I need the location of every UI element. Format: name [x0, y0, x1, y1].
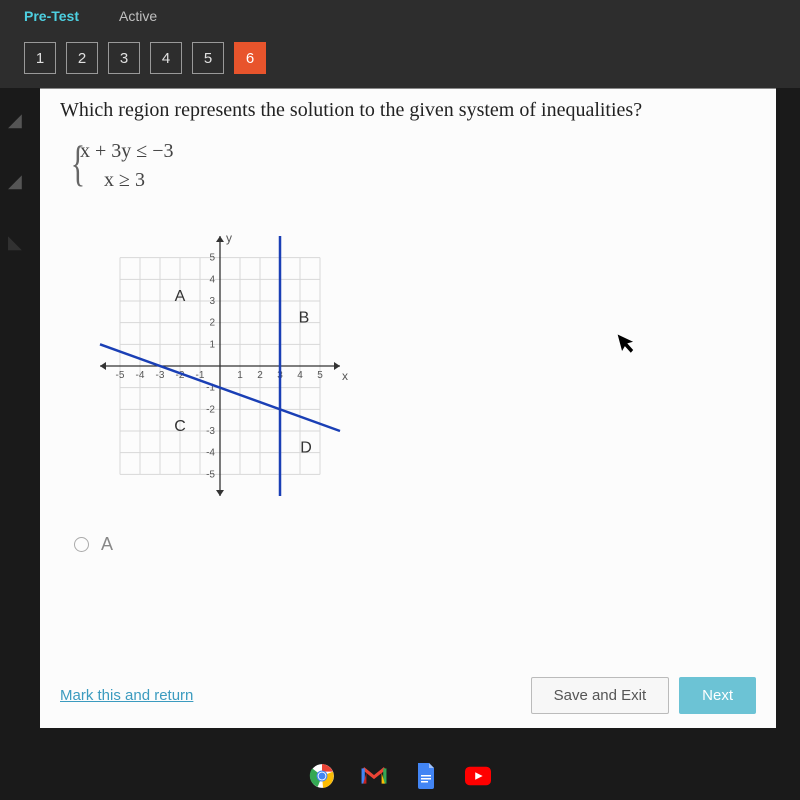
svg-text:-3: -3 [156, 370, 165, 381]
svg-text:1: 1 [209, 339, 215, 350]
docs-icon[interactable] [413, 763, 439, 789]
svg-text:C: C [174, 418, 186, 435]
inequality-2: x ≥ 3 [104, 169, 756, 192]
graph-container: -5-5-4-4-3-3-2-2-1-11122334455xyABCD [80, 216, 360, 516]
svg-text:y: y [226, 231, 232, 245]
answer-choice-a[interactable]: A [74, 534, 756, 555]
svg-text:2: 2 [209, 318, 215, 329]
radio-icon[interactable] [74, 537, 89, 552]
side-handles: ◢◢◣ [8, 110, 22, 253]
svg-text:-5: -5 [116, 370, 125, 381]
coordinate-graph: -5-5-4-4-3-3-2-2-1-11122334455xyABCD [80, 216, 360, 516]
nav-q6[interactable]: 6 [234, 42, 266, 74]
svg-text:-5: -5 [206, 469, 215, 480]
choice-a-label: A [101, 534, 113, 555]
question-text: Which region represents the solution to … [60, 99, 756, 122]
svg-text:D: D [300, 440, 312, 457]
next-button[interactable]: Next [679, 677, 756, 714]
pretest-label: Pre-Test [24, 8, 79, 24]
nav-q4[interactable]: 4 [150, 42, 182, 74]
svg-text:5: 5 [317, 370, 323, 381]
nav-q1[interactable]: 1 [24, 42, 56, 74]
svg-text:5: 5 [209, 253, 215, 264]
svg-text:4: 4 [209, 274, 215, 285]
active-label: Active [119, 8, 157, 24]
svg-text:1: 1 [237, 370, 243, 381]
nav-q3[interactable]: 3 [108, 42, 140, 74]
nav-q5[interactable]: 5 [192, 42, 224, 74]
inequality-1: x + 3y ≤ −3 [80, 140, 756, 163]
svg-text:x: x [342, 369, 348, 383]
svg-text:B: B [299, 310, 310, 327]
question-panel: Which region represents the solution to … [40, 88, 776, 728]
question-nav: 1 2 3 4 5 6 [0, 32, 800, 88]
svg-text:A: A [175, 288, 186, 305]
svg-text:-4: -4 [206, 448, 215, 459]
inequality-system: { x + 3y ≤ −3 x ≥ 3 [66, 140, 756, 192]
taskbar [0, 752, 800, 800]
svg-text:3: 3 [209, 296, 215, 307]
youtube-icon[interactable] [465, 763, 491, 789]
mouse-cursor-icon [616, 329, 641, 363]
svg-text:-2: -2 [206, 404, 215, 415]
brace-icon: { [71, 138, 85, 188]
svg-text:4: 4 [297, 370, 303, 381]
svg-text:-3: -3 [206, 426, 215, 437]
chrome-icon[interactable] [309, 763, 335, 789]
gmail-icon[interactable] [361, 763, 387, 789]
mark-and-return-link[interactable]: Mark this and return [60, 687, 193, 704]
nav-q2[interactable]: 2 [66, 42, 98, 74]
top-bar: Pre-Test Active [0, 0, 800, 32]
footer-bar: Mark this and return Save and Exit Next [60, 677, 756, 714]
save-exit-button[interactable]: Save and Exit [531, 677, 670, 714]
svg-text:-4: -4 [136, 370, 145, 381]
svg-text:2: 2 [257, 370, 263, 381]
